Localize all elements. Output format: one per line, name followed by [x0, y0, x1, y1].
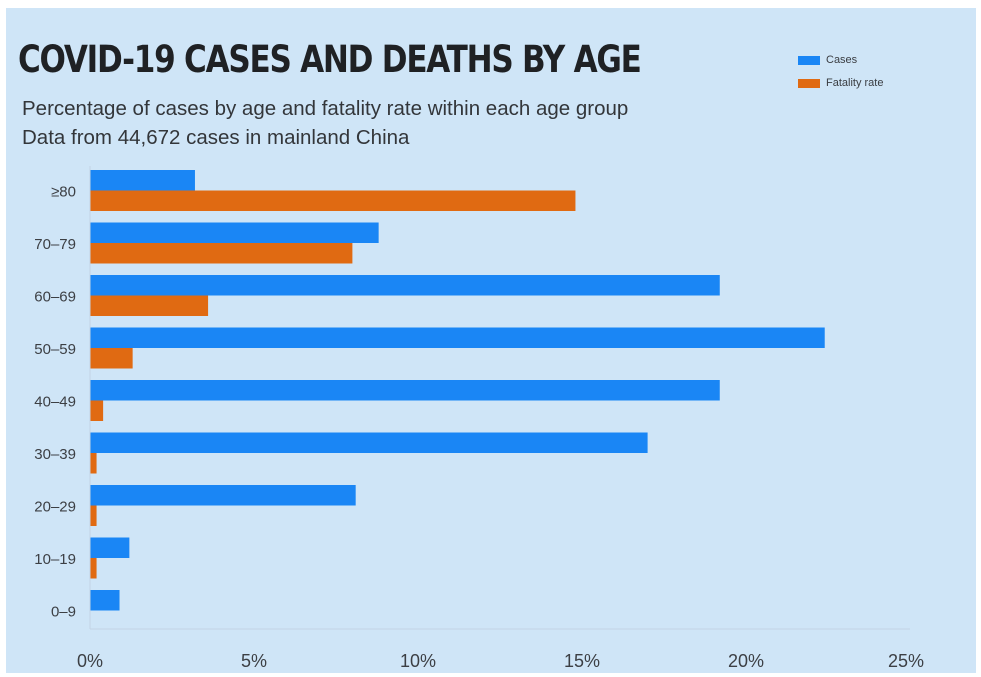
y-tick-label-0-9: 0–9: [51, 604, 76, 621]
bar-cases-0-9: [90, 590, 120, 611]
bar-cases-10-19: [90, 537, 130, 558]
x-tick-label-5pct: 5%: [241, 651, 267, 671]
y-tick-label-40-49: 40–49: [34, 394, 76, 411]
bar-cases-60-69: [90, 275, 720, 296]
x-tick-label-25pct: 25%: [888, 651, 924, 671]
y-tick-label-30-39: 30–39: [34, 446, 76, 463]
y-tick-label-60-69: 60–69: [34, 289, 76, 306]
legend-label-cases: Cases: [826, 54, 858, 66]
bar-fatality-rate-50-59: [90, 348, 133, 369]
bar-fatality-rate-30-39: [90, 453, 97, 474]
x-tick-label-10pct: 10%: [400, 651, 436, 671]
y-tick-label-20-29: 20–29: [34, 499, 76, 516]
bar-fatality-rate-ge80: [90, 190, 576, 211]
bar-fatality-rate-40-49: [90, 400, 104, 421]
chart-subtitle-line-2: Data from 44,672 cases in mainland China: [22, 126, 410, 149]
bar-cases-70-79: [90, 222, 379, 243]
x-tick-label-0pct: 0%: [77, 651, 103, 671]
chart-subtitle-line-1: Percentage of cases by age and fatality …: [22, 97, 629, 120]
bar-fatality-rate-70-79: [90, 243, 353, 264]
bar-cases-40-49: [90, 380, 720, 401]
bar-cases-20-29: [90, 485, 356, 506]
bar-fatality-rate-20-29: [90, 505, 97, 526]
x-tick-label-20pct: 20%: [728, 651, 764, 671]
legend-swatch-cases: [798, 55, 820, 65]
bar-fatality-rate-60-69: [90, 295, 209, 316]
y-tick-label-50-59: 50–59: [34, 341, 76, 358]
y-tick-label-ge80: ≥80: [51, 184, 76, 201]
legend-item-cases: Cases: [798, 54, 857, 66]
y-tick-label-70-79: 70–79: [34, 236, 76, 253]
bar-cases-50-59: [90, 327, 825, 348]
chart-title: COVID-19 CASES AND DEATHS BY AGE: [18, 38, 642, 81]
legend-item-fatality-rate: Fatality rate: [798, 77, 883, 89]
bar-cases-30-39: [90, 432, 648, 453]
x-tick-label-15pct: 15%: [564, 651, 600, 671]
legend-swatch-fatality-rate: [798, 78, 820, 88]
y-tick-label-10-19: 10–19: [34, 551, 76, 568]
bar-fatality-rate-10-19: [90, 558, 97, 579]
legend-label-fatality-rate: Fatality rate: [826, 77, 884, 89]
bar-cases-ge80: [90, 170, 195, 191]
